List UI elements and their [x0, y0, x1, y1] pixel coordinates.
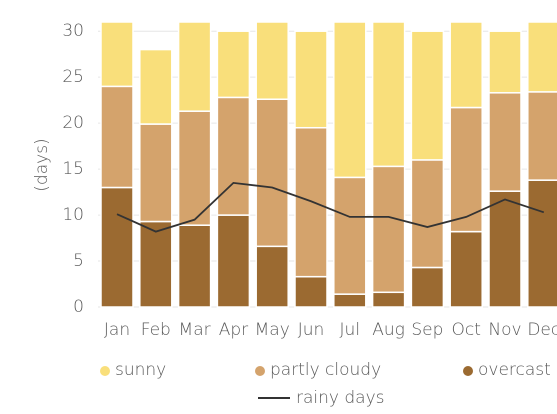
bar-segment — [449, 106, 483, 233]
bar-segment — [371, 165, 406, 294]
bar-segment — [527, 21, 557, 93]
y-tick-label: 30 — [62, 21, 84, 41]
legend-swatch — [100, 366, 110, 376]
bar-segment — [177, 21, 212, 112]
bar-segment — [294, 30, 328, 129]
y-tick-label: 15 — [62, 159, 84, 179]
y-tick-label: 20 — [62, 113, 84, 133]
x-tick-label: Jul — [340, 320, 361, 340]
x-tick-label: May — [255, 320, 290, 340]
bar-segment — [527, 91, 557, 181]
bar-segment — [333, 21, 367, 179]
bar-segment — [216, 214, 251, 308]
bar-segment — [255, 21, 289, 100]
line-series — [116, 181, 545, 233]
bar-segment — [177, 224, 212, 308]
legend-swatch — [255, 366, 265, 376]
legend-label: overcast — [478, 360, 551, 380]
bar-segment — [527, 179, 557, 308]
bar-segment — [139, 48, 173, 125]
y-tick-label: 25 — [62, 67, 84, 87]
y-tick-label: 5 — [73, 251, 84, 271]
bar-segment — [333, 176, 367, 295]
bar-segment — [371, 291, 406, 308]
legend-label: sunny — [115, 360, 166, 380]
bar-segment — [177, 110, 212, 226]
bar-segment — [449, 230, 483, 308]
bar-segment — [333, 293, 367, 308]
x-tick-label: Mar — [179, 320, 211, 340]
bar-segment — [488, 190, 522, 308]
bar-segment — [100, 85, 134, 189]
bar-segment — [449, 21, 483, 109]
x-tick-label: Jun — [298, 320, 325, 340]
bar-segment — [294, 275, 328, 308]
legend-label: partly cloudy — [270, 360, 381, 380]
bar-segment — [488, 92, 522, 192]
x-tick-label: Dec — [527, 320, 557, 340]
bar-segment — [255, 245, 289, 308]
x-tick-label: Oct — [451, 320, 480, 340]
bar-segment — [216, 96, 251, 216]
x-tick-label: Apr — [219, 320, 248, 340]
bar-segment — [216, 30, 251, 99]
bar-segment — [488, 30, 522, 94]
bar-segment — [410, 266, 445, 308]
bar-segment — [255, 98, 289, 248]
bar-segment — [139, 220, 173, 308]
bar-segment — [139, 123, 173, 223]
bar-segment — [100, 21, 134, 88]
y-axis-label: (days) — [32, 138, 52, 191]
y-tick-label: 0 — [73, 297, 84, 317]
x-tick-label: Feb — [141, 320, 171, 340]
x-tick-label: Jan — [104, 320, 130, 340]
legend-swatch — [463, 366, 473, 376]
bar-segment — [410, 30, 445, 161]
y-tick-label: 10 — [62, 205, 84, 225]
x-tick-label: Sep — [411, 320, 443, 340]
bar-segment — [100, 186, 134, 308]
bar-segment — [410, 159, 445, 269]
x-tick-label: Nov — [488, 320, 521, 340]
bar-segment — [371, 21, 406, 168]
legend-label: rainy days — [296, 388, 385, 408]
x-tick-label: Aug — [372, 320, 405, 340]
